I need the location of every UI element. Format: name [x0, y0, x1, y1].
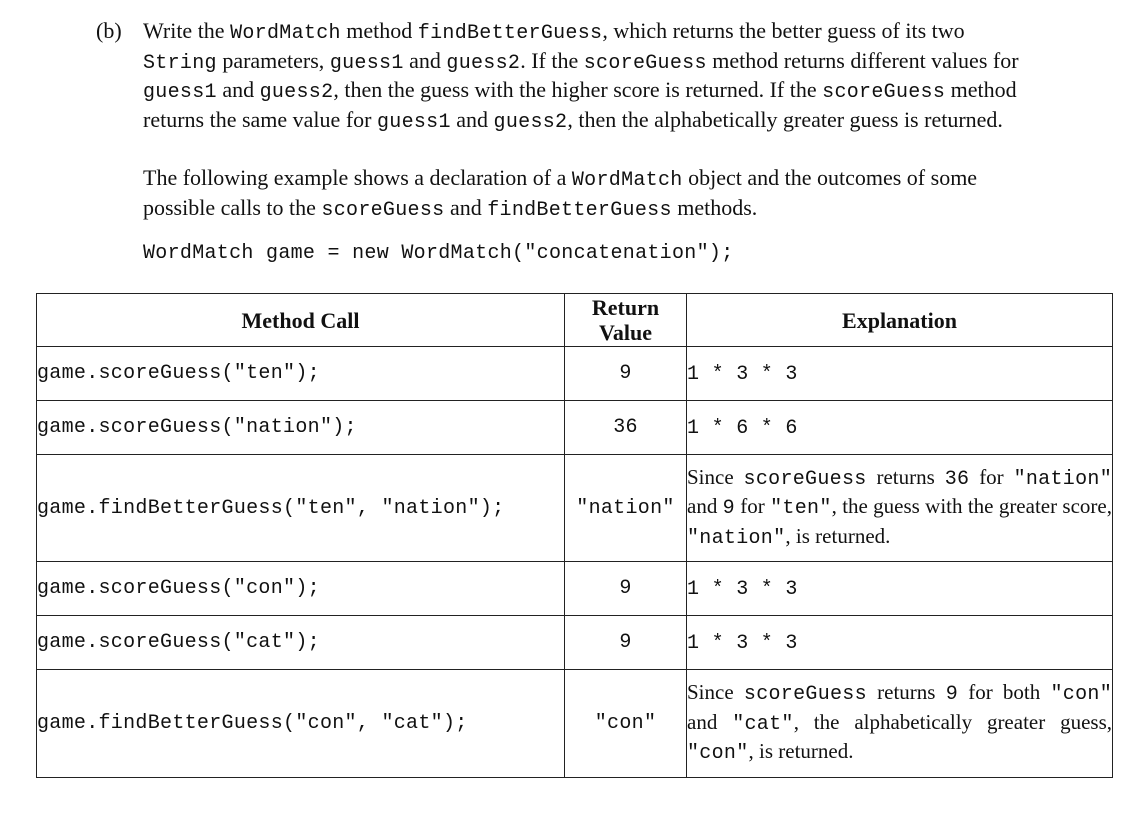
text-run: The following example shows a declaratio…	[143, 165, 572, 190]
text-run: and	[444, 195, 487, 220]
return-value-cell: 9	[565, 347, 687, 401]
explanation-cell: 1 * 6 * 6	[687, 401, 1113, 455]
inline-code: scoreGuess	[744, 468, 867, 491]
inline-code: 1 * 3 * 3	[687, 578, 798, 601]
header-return-value: Return Value	[565, 294, 687, 347]
header-explanation: Explanation	[687, 294, 1113, 347]
inline-code: "con"	[687, 742, 749, 765]
text-run: and	[404, 48, 447, 73]
part-label: (b)	[96, 18, 122, 44]
example-intro-paragraph: The following example shows a declaratio…	[143, 165, 1043, 224]
text-run: methods.	[672, 195, 758, 220]
text-run: for	[969, 465, 1013, 489]
method-call-cell: game.findBetterGuess("ten", "nation");	[37, 455, 565, 562]
text-run: , is returned.	[785, 524, 890, 548]
return-value-cell: 9	[565, 616, 687, 670]
inline-code: guess2	[494, 111, 568, 134]
method-call-cell: game.scoreGuess("ten");	[37, 347, 565, 401]
text-run: returns	[867, 680, 946, 704]
inline-code: scoreGuess	[321, 199, 444, 222]
inline-code: "ten"	[770, 497, 832, 520]
inline-code: 1 * 3 * 3	[687, 632, 798, 655]
table-row: game.findBetterGuess("con", "cat"); "con"…	[37, 670, 1113, 778]
inline-code: guess2	[260, 81, 334, 104]
inline-code: guess1	[377, 111, 451, 134]
inline-code: "nation"	[687, 527, 785, 550]
inline-code: "cat"	[732, 713, 794, 736]
text-run: method	[341, 18, 418, 43]
explanation-cell: 1 * 3 * 3	[687, 347, 1113, 401]
inline-code: scoreGuess	[822, 81, 945, 104]
text-run: returns	[867, 465, 945, 489]
inline-code: 9	[723, 497, 735, 520]
text-run: for	[735, 494, 770, 518]
return-value-cell: "con"	[565, 670, 687, 778]
inline-code: String	[143, 52, 217, 75]
text-run: Since	[687, 465, 744, 489]
text-run: method returns different values for	[707, 48, 1019, 73]
text-run: , which returns the better guess of its …	[602, 18, 964, 43]
inline-code: 36	[945, 468, 970, 491]
text-run: , the alphabetically greater guess,	[794, 710, 1112, 734]
text-run: and	[451, 107, 494, 132]
explanation-cell: Since scoreGuess returns 9 for both "con…	[687, 670, 1113, 778]
table-row: game.scoreGuess("con"); 9 1 * 3 * 3	[37, 562, 1113, 616]
text-run: parameters,	[217, 48, 330, 73]
return-value-cell: 9	[565, 562, 687, 616]
explanation-cell: 1 * 3 * 3	[687, 562, 1113, 616]
inline-code: WordMatch	[230, 22, 341, 45]
return-value-cell: "nation"	[565, 455, 687, 562]
return-value-cell: 36	[565, 401, 687, 455]
table-row: game.scoreGuess("nation"); 36 1 * 6 * 6	[37, 401, 1113, 455]
inline-code: guess2	[446, 52, 520, 75]
inline-code: scoreGuess	[744, 683, 867, 706]
inline-code: scoreGuess	[584, 52, 707, 75]
table-row: game.scoreGuess("cat"); 9 1 * 3 * 3	[37, 616, 1113, 670]
text-run: Write the	[143, 18, 230, 43]
inline-code: 1 * 6 * 6	[687, 417, 798, 440]
question-paragraph: Write the WordMatch method findBetterGue…	[143, 18, 1043, 136]
text-run: and	[217, 77, 260, 102]
text-run: , then the alphabetically greater guess …	[567, 107, 1003, 132]
inline-code: findBetterGuess	[487, 199, 672, 222]
inline-code: findBetterGuess	[418, 22, 603, 45]
text-run: for both	[958, 680, 1051, 704]
text-run: . If the	[520, 48, 584, 73]
table-header-row: Method Call Return Value Explanation	[37, 294, 1113, 347]
inline-code: guess1	[143, 81, 217, 104]
text-run: , the guess with the greater score,	[832, 494, 1112, 518]
inline-code: guess1	[330, 52, 404, 75]
object-declaration: WordMatch game = new WordMatch("concaten…	[143, 242, 734, 265]
text-run: and	[687, 494, 723, 518]
inline-code: 9	[946, 683, 958, 706]
method-call-cell: game.scoreGuess("nation");	[37, 401, 565, 455]
explanation-cell: Since scoreGuess returns 36 for "nation"…	[687, 455, 1113, 562]
table-row: game.findBetterGuess("ten", "nation"); "n…	[37, 455, 1113, 562]
example-calls-table: Method Call Return Value Explanation gam…	[36, 293, 1113, 778]
inline-code: WordMatch	[572, 169, 683, 192]
text-run: and	[687, 710, 732, 734]
header-method-call: Method Call	[37, 294, 565, 347]
explanation-cell: 1 * 3 * 3	[687, 616, 1113, 670]
method-call-cell: game.findBetterGuess("con", "cat");	[37, 670, 565, 778]
text-run: , then the guess with the higher score i…	[333, 77, 822, 102]
text-run: , is returned.	[749, 739, 854, 763]
table-row: game.scoreGuess("ten"); 9 1 * 3 * 3	[37, 347, 1113, 401]
inline-code: "con"	[1051, 683, 1113, 706]
method-call-cell: game.scoreGuess("cat");	[37, 616, 565, 670]
inline-code: "nation"	[1014, 468, 1112, 491]
text-run: Since	[687, 680, 744, 704]
inline-code: 1 * 3 * 3	[687, 363, 798, 386]
method-call-cell: game.scoreGuess("con");	[37, 562, 565, 616]
